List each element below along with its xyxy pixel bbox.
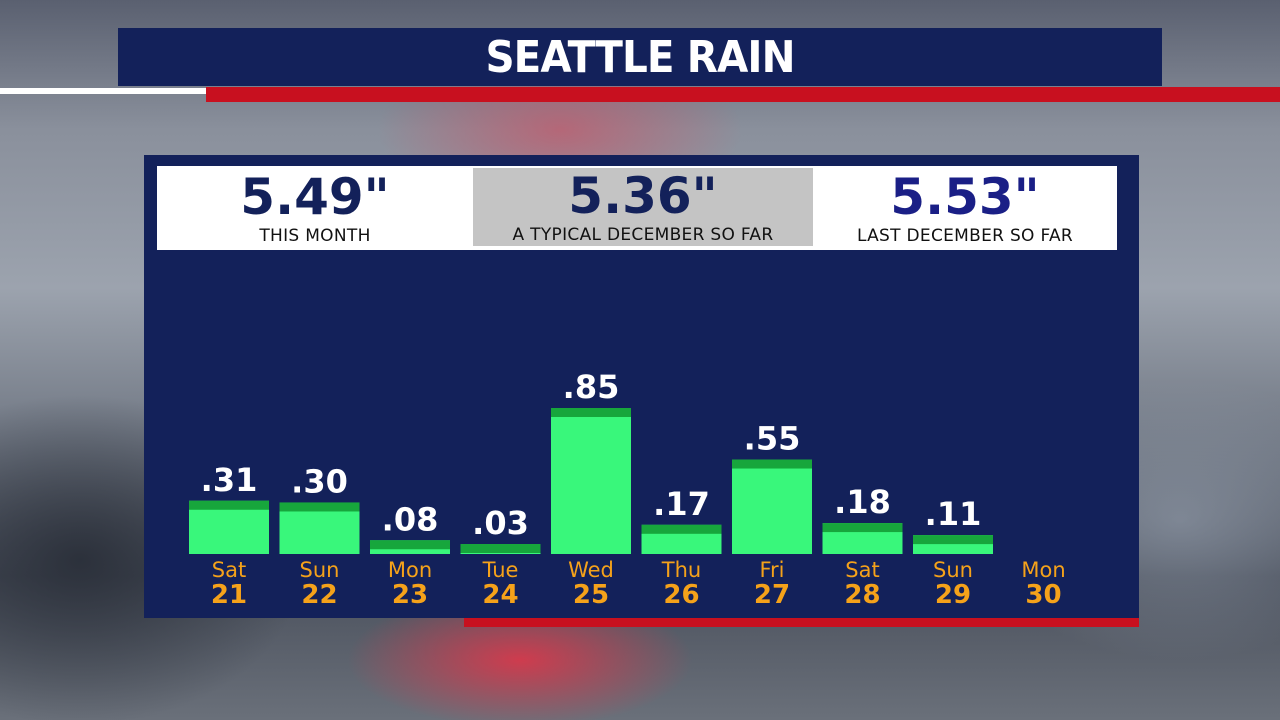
bar-cap [641,524,722,534]
stat-value: 5.53" [890,168,1040,226]
day-tick-label: Thu [661,558,701,582]
bar-cap [370,540,450,550]
data-label: .85 [563,368,620,406]
day-tick-label: Mon [1021,558,1065,582]
bar-cap [551,408,631,417]
day-tick-label: Sun [300,558,340,582]
day-tick-label: Sat [845,558,879,582]
data-label: .08 [382,500,439,538]
stats-strip: 5.49" THIS MONTH 5.36" A TYPICAL DECEMBE… [157,166,1117,250]
date-tick-label: 28 [844,580,880,610]
stat-label: THIS MONTH [259,226,371,246]
bar-cap [822,523,903,533]
header-white-stripe [0,88,210,94]
stat-value: 5.36" [568,167,718,225]
bar-cap [279,502,360,512]
date-tick-label: 23 [392,580,428,610]
header-red-stripe [206,87,1280,102]
bar [551,408,631,554]
data-label: .30 [291,462,348,500]
bar-cap [732,459,812,469]
stat-this-month: 5.49" THIS MONTH [157,166,473,250]
stat-label: A TYPICAL DECEMBER SO FAR [512,225,774,245]
day-tick-label: Tue [482,558,519,582]
bar [732,459,812,554]
page-title: SEATTLE RAIN [485,31,795,83]
day-tick-label: Sat [212,558,246,582]
date-tick-label: 29 [935,580,971,610]
data-label: .11 [925,495,982,533]
day-tick-label: Wed [568,558,614,582]
date-tick-label: 26 [663,580,699,610]
date-tick-label: 22 [301,580,337,610]
stat-label: LAST DECEMBER SO FAR [856,226,1074,246]
date-tick-label: 27 [754,580,790,610]
bar-cap [460,544,541,553]
data-label: .17 [653,485,710,523]
stat-value: 5.49" [240,168,390,226]
day-tick-label: Fri [759,558,784,582]
title-bar: SEATTLE RAIN [118,28,1162,86]
bar-cap [189,500,269,510]
data-label: .31 [201,461,258,499]
stat-last-december: 5.53" LAST DECEMBER SO FAR [813,166,1117,250]
data-label: .03 [472,504,529,542]
data-label: .55 [744,420,801,458]
day-tick-label: Mon [388,558,432,582]
date-tick-label: 25 [573,580,609,610]
bar-cap [913,535,993,545]
date-tick-label: 24 [482,580,518,610]
stat-typical-december: 5.36" A TYPICAL DECEMBER SO FAR [473,167,813,246]
panel-red-stripe [464,618,1139,627]
date-tick-label: 30 [1025,580,1061,610]
date-tick-label: 21 [211,580,247,610]
data-label: .18 [834,483,891,521]
day-tick-label: Sun [933,558,973,582]
